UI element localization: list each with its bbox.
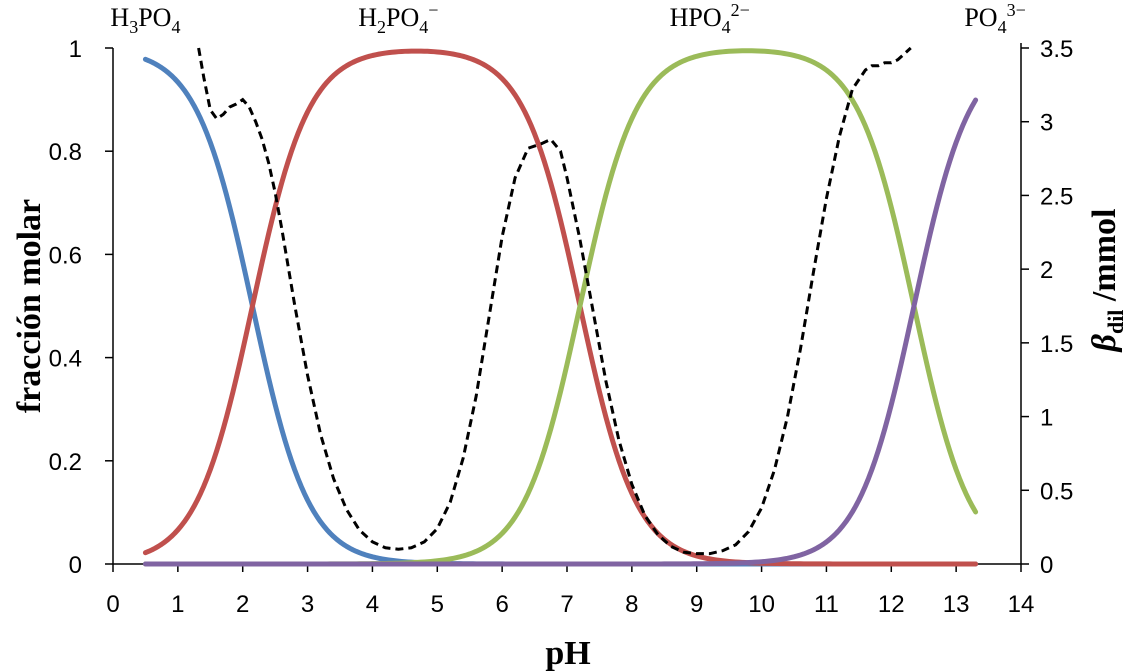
y-right-tick-label: 2.5 [1040, 183, 1073, 210]
species-label: HPO42− [670, 0, 750, 37]
series-line-po4 [142, 97, 979, 567]
y-right-tick-label: 1 [1040, 405, 1053, 432]
y-left-tick-label: 0.4 [49, 346, 82, 373]
x-tick-label: 5 [431, 591, 444, 618]
x-tick-label: 6 [495, 591, 508, 618]
species-labels: H3PO4 H2PO4− HPO42− PO43− [110, 0, 1025, 37]
x-tick-label: 13 [943, 591, 970, 618]
y-right-tick-label: 1.5 [1040, 331, 1073, 358]
series-lines [142, 46, 979, 567]
axes [112, 43, 1022, 565]
series-line-beta-dil [197, 46, 912, 556]
x-tick-label: 12 [878, 591, 905, 618]
species-label: H2PO4− [358, 0, 438, 37]
x-tick-label: 11 [814, 591, 839, 618]
x-axis-title: pH [545, 635, 590, 672]
beta-symbol: β [1086, 333, 1123, 353]
x-tick-label: 2 [236, 591, 249, 618]
series-line-h2po4 [142, 48, 979, 567]
species-label: H3PO4 [110, 3, 180, 37]
x-tick-label: 14 [1008, 591, 1035, 618]
x-ticks: 0 1 2 3 4 5 6 7 8 9 10 11 12 13 14 [106, 564, 1034, 618]
right-y-axis-title: βdil /mmol [1086, 209, 1128, 354]
y-left-tick-label: 0.2 [49, 449, 82, 476]
beta-subscript: dil [1103, 310, 1128, 334]
x-tick-label: 1 [171, 591, 184, 618]
y-right-tick-label: 2 [1040, 257, 1053, 284]
series-line-hpo4 [142, 48, 979, 567]
y-right-tick-label: 0.5 [1040, 478, 1073, 505]
x-tick-label: 10 [748, 591, 775, 618]
y-left-tick-label: 0.6 [49, 242, 82, 269]
y-left-tick-label: 0 [69, 552, 82, 579]
species-label: PO43− [964, 0, 1025, 37]
y-right-tick-label: 0 [1040, 552, 1053, 579]
y-right-ticks: 0 0.5 1 1.5 2 2.5 3 3.5 [1021, 36, 1073, 579]
x-tick-label: 4 [366, 591, 379, 618]
y-right-tick-label: 3.5 [1040, 36, 1073, 63]
x-tick-label: 3 [301, 591, 314, 618]
left-y-axis-title: fracción molar [11, 199, 48, 413]
y-left-tick-label: 1 [69, 36, 82, 63]
series-line-h3po4 [142, 56, 979, 567]
x-tick-label: 0 [106, 591, 119, 618]
y-left-ticks: 0 0.2 0.4 0.6 0.8 1 [49, 36, 113, 579]
x-tick-label: 7 [560, 591, 573, 618]
x-tick-label: 8 [625, 591, 638, 618]
x-tick-label: 9 [690, 591, 703, 618]
y-right-tick-label: 3 [1040, 110, 1053, 137]
y-left-tick-label: 0.8 [49, 139, 82, 166]
right-axis-unit: /mmol [1086, 209, 1123, 310]
